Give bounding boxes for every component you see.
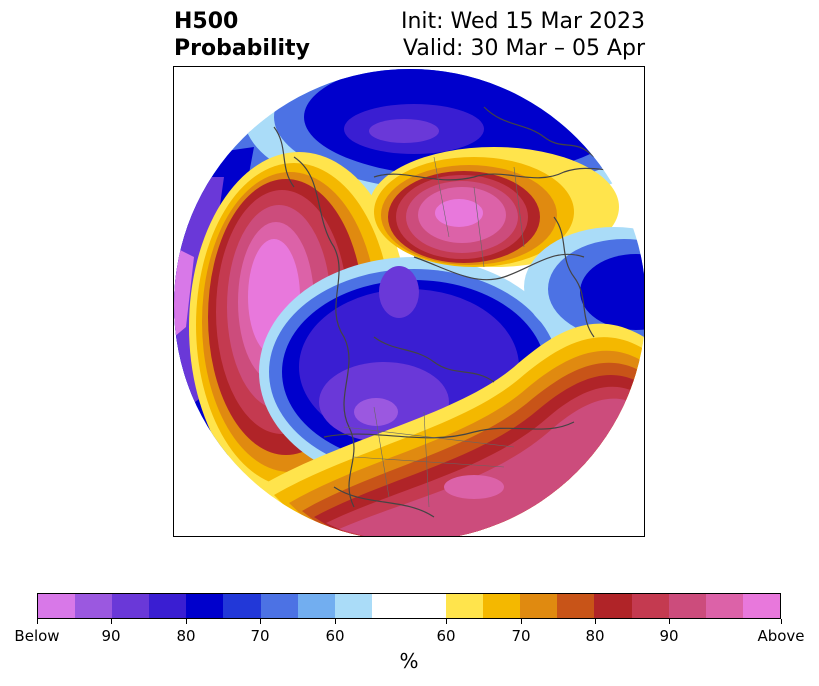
colorbar-tick [37, 619, 38, 624]
colorbar-swatch [446, 594, 484, 618]
colorbar-swatch [334, 594, 372, 618]
colorbar-tick-label: Below [14, 627, 60, 645]
colorbar-tick-label: 70 [250, 627, 270, 645]
colorbar-swatch [520, 594, 558, 618]
colorbar-swatch [260, 594, 298, 618]
colorbar-tick [260, 619, 261, 624]
colorbar-tick-label: 60 [325, 627, 345, 645]
country-borders [343, 156, 525, 508]
colorbar-tick [595, 619, 596, 624]
colorbar-swatch [75, 594, 113, 618]
northeast-above-anomaly [369, 147, 619, 267]
colorbar-swatch [594, 594, 632, 618]
colorbar-swatch [631, 594, 669, 618]
east-below-anomaly [524, 227, 644, 347]
colorbar-swatch [371, 594, 447, 618]
colorbar-swatch [112, 594, 150, 618]
map-panel [173, 66, 645, 537]
title-left: H500 Probability [174, 8, 310, 62]
colorbar-unit-label: % [399, 649, 419, 673]
colorbar-swatch [483, 594, 521, 618]
colorbar-swatch [149, 594, 187, 618]
title-right: Init: Wed 15 Mar 2023 Valid: 30 Mar – 05… [401, 8, 645, 62]
colorbar-tick-label: 80 [176, 627, 196, 645]
colorbar-tick-label: 70 [511, 627, 531, 645]
colorbar-swatch [297, 594, 335, 618]
colorbar-tick-label: 60 [436, 627, 456, 645]
colorbar-tick [669, 619, 670, 624]
colorbar-swatch [186, 594, 224, 618]
colorbar-swatch [742, 594, 780, 618]
colorbar-tick [446, 619, 447, 624]
probability-map [174, 69, 644, 536]
colorbar-swatch [668, 594, 706, 618]
title-type: Probability [174, 36, 310, 61]
colorbar-tick [521, 619, 522, 624]
valid-range: Valid: 30 Mar – 05 Apr [403, 36, 645, 61]
colorbar-swatch [38, 594, 76, 618]
title-variable: H500 [174, 9, 239, 34]
colorbar-tick [186, 619, 187, 624]
colorbar-tick [781, 619, 782, 624]
colorbar-tick-label: Above [757, 627, 805, 645]
colorbar-tick [335, 619, 336, 624]
colorbar-swatch [557, 594, 595, 618]
colorbar-tick [111, 619, 112, 624]
coastlines [273, 106, 635, 518]
init-date: Init: Wed 15 Mar 2023 [400, 9, 645, 34]
colorbar [37, 593, 781, 619]
colorbar-tick-label: 90 [101, 627, 121, 645]
colorbar-swatch [223, 594, 261, 618]
colorbar-tick-label: 90 [659, 627, 679, 645]
colorbar-tick-label: 80 [585, 627, 605, 645]
colorbar-swatch [705, 594, 743, 618]
